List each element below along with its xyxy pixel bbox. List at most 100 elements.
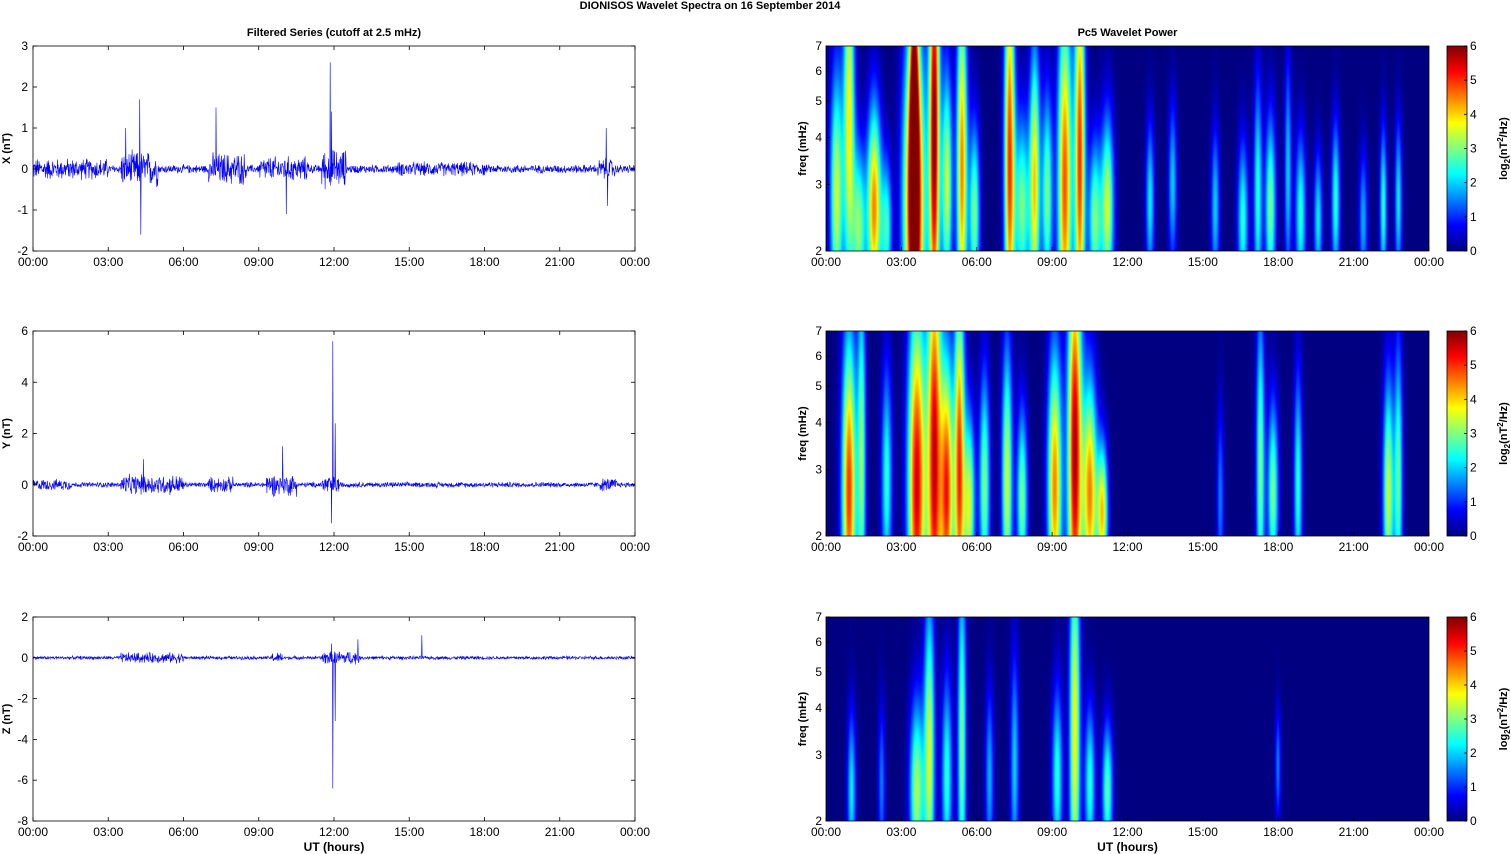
colorbar-tick-label: 6 <box>1470 324 1477 338</box>
colorbar-label: log2(nT2/Hz) <box>1496 402 1511 465</box>
x-tick-label: 12:00 <box>319 540 349 554</box>
x-tick-label: 06:00 <box>168 255 198 269</box>
x-tick-label: 06:00 <box>962 540 992 554</box>
y-tick-label: 7 <box>815 610 822 624</box>
y-tick-label: -2 <box>17 529 28 543</box>
colorbar-label: log2(nT2/Hz) <box>1496 117 1511 180</box>
y-tick-label: 2 <box>21 610 28 624</box>
colorbar-tick-label: 5 <box>1470 358 1477 372</box>
colorbar-tick-label: 0 <box>1470 529 1477 543</box>
y-tick-label: 2 <box>21 80 28 94</box>
x-tick-label: 00:00 <box>18 540 48 554</box>
y-axis-label: Z (nT) <box>1 703 13 734</box>
y-tick-label: 0 <box>21 651 28 665</box>
colorbar-tick-label: 3 <box>1470 427 1477 441</box>
x-tick-label: 00:00 <box>620 540 650 554</box>
colorbar-tick-label: 2 <box>1470 461 1477 475</box>
colorbar-tick-label: 6 <box>1470 39 1477 53</box>
x-tick-label: 00:00 <box>18 825 48 839</box>
colorbar-tick-label: 1 <box>1470 210 1477 224</box>
x-tick-label: 18:00 <box>469 825 499 839</box>
y-tick-label: 6 <box>815 349 822 363</box>
x-tick-label: 18:00 <box>1263 540 1293 554</box>
y-axis-label: freq (mHz) <box>797 406 809 461</box>
x-tick-label: 06:00 <box>168 540 198 554</box>
colorbar-label: log2(nT2/Hz) <box>1496 687 1511 750</box>
x-tick-label: 06:00 <box>962 255 992 269</box>
x-tick-label: 15:00 <box>394 255 424 269</box>
y-tick-label: 4 <box>815 416 822 430</box>
colorbar-tick-label: 2 <box>1470 746 1477 760</box>
plot-area-y-series <box>33 331 635 536</box>
x-tick-label: 03:00 <box>886 255 916 269</box>
x-tick-label: 09:00 <box>244 540 274 554</box>
wavelet-heatmap-y-wavelet <box>826 331 1429 536</box>
y-tick-label: 3 <box>21 39 28 53</box>
x-tick-label: 12:00 <box>319 255 349 269</box>
x-tick-label: 00:00 <box>18 255 48 269</box>
x-tick-label: 03:00 <box>886 825 916 839</box>
y-tick-label: 3 <box>815 178 822 192</box>
colorbar-tick-label: 0 <box>1470 814 1477 828</box>
colorbar-tick-label: 3 <box>1470 142 1477 156</box>
x-tick-label: 15:00 <box>1188 540 1218 554</box>
x-tick-label: 12:00 <box>319 825 349 839</box>
y-tick-label: -1 <box>17 203 28 217</box>
y-tick-label: 4 <box>815 131 822 145</box>
x-tick-label: 21:00 <box>1339 540 1369 554</box>
x-tick-label: 00:00 <box>811 255 841 269</box>
colorbar-tick-label: 0 <box>1470 244 1477 258</box>
x-tick-label: 09:00 <box>244 825 274 839</box>
y-tick-label: -8 <box>17 814 28 828</box>
series-line-y-series <box>32 341 636 524</box>
x-axis-label: UT (hours) <box>1097 840 1158 854</box>
y-tick-label: 2 <box>21 427 28 441</box>
x-tick-label: 18:00 <box>469 255 499 269</box>
y-tick-label: 7 <box>815 324 822 338</box>
x-tick-label: 03:00 <box>93 540 123 554</box>
y-tick-label: 2 <box>815 814 822 828</box>
y-tick-label: 3 <box>815 748 822 762</box>
colorbar-tick-label: 1 <box>1470 495 1477 509</box>
y-tick-label: -2 <box>17 244 28 258</box>
y-tick-label: -2 <box>17 692 28 706</box>
colorbar-tick-label: 3 <box>1470 712 1477 726</box>
plot-area-x-series <box>33 46 635 251</box>
y-tick-label: 1 <box>21 121 28 135</box>
y-tick-label: 5 <box>815 379 822 393</box>
wavelet-heatmap-z-wavelet <box>826 617 1429 821</box>
y-tick-label: 2 <box>815 529 822 543</box>
y-tick-label: -4 <box>17 732 28 746</box>
x-tick-label: 00:00 <box>1414 255 1444 269</box>
x-tick-label: 00:00 <box>620 255 650 269</box>
colorbar-tick-label: 1 <box>1470 780 1477 794</box>
x-tick-label: 09:00 <box>1037 825 1067 839</box>
colorbar-tick-label: 4 <box>1470 392 1477 406</box>
x-tick-label: 15:00 <box>1188 255 1218 269</box>
x-tick-label: 09:00 <box>1037 540 1067 554</box>
y-axis-label: freq (mHz) <box>797 121 809 176</box>
x-tick-label: 09:00 <box>1037 255 1067 269</box>
wavelet-heatmap-x-wavelet <box>826 46 1429 251</box>
colorbar-tick-label: 4 <box>1470 678 1477 692</box>
colorbar-tick-label: 4 <box>1470 107 1477 121</box>
y-tick-label: 6 <box>815 64 822 78</box>
chart-title: Pc5 Wavelet Power <box>1078 27 1179 39</box>
x-tick-label: 18:00 <box>1263 255 1293 269</box>
x-tick-label: 21:00 <box>1339 825 1369 839</box>
y-axis-label: freq (mHz) <box>797 691 809 746</box>
y-axis-label: X (nT) <box>1 133 13 164</box>
y-axis-label: Y (nT) <box>1 418 13 449</box>
x-tick-label: 15:00 <box>394 540 424 554</box>
colorbar-tick-label: 5 <box>1470 644 1477 658</box>
x-tick-label: 09:00 <box>244 255 274 269</box>
plot-area-z-series <box>33 617 635 821</box>
y-tick-label: 6 <box>815 635 822 649</box>
chart-title: Filtered Series (cutoff at 2.5 mHz) <box>247 27 422 39</box>
x-tick-label: 21:00 <box>545 825 575 839</box>
colorbar-tick-label: 2 <box>1470 176 1477 190</box>
x-tick-label: 12:00 <box>1112 255 1142 269</box>
x-tick-label: 21:00 <box>545 540 575 554</box>
x-tick-label: 00:00 <box>620 825 650 839</box>
